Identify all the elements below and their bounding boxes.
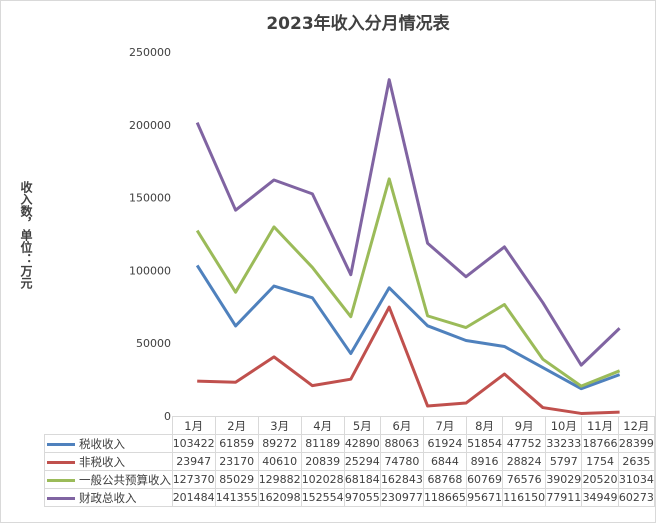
data-label: 77911 — [545, 488, 583, 507]
data-label: 61859 — [214, 434, 259, 453]
data-label: 34949 — [581, 488, 619, 507]
data-label: 28824 — [502, 452, 547, 471]
table-row: 一般公共预算收入 127370 85029 129882 102028 68184 1628… — [44, 470, 655, 489]
data-label: 39029 — [545, 470, 583, 489]
data-label: 89272 — [257, 434, 302, 453]
table-row: 税收收入 103422 61859 89272 81189 42890 88063 61924… — [44, 434, 655, 453]
data-label: 23947 — [171, 452, 216, 471]
data-label: 230977 — [379, 488, 424, 507]
x-tick-label: 1月 — [171, 416, 216, 435]
data-label: 74780 — [379, 452, 424, 471]
legend-label: 财政总收入 — [79, 490, 137, 505]
data-label: 60769 — [465, 470, 504, 489]
legend-label: 一般公共预算收入 — [79, 472, 171, 487]
data-label: 118665 — [422, 488, 467, 507]
data-label: 5797 — [545, 452, 583, 471]
data-label: 2635 — [617, 452, 655, 471]
data-label: 162843 — [379, 470, 424, 489]
legend-key-icon — [47, 442, 75, 446]
data-label: 40610 — [257, 452, 302, 471]
series-line-1 — [195, 264, 621, 391]
data-label: 88063 — [379, 434, 424, 453]
legend-label: 非税收入 — [79, 454, 125, 469]
data-label: 129882 — [257, 470, 302, 489]
legend-entry: 财政总收入 — [44, 488, 173, 507]
data-label: 47752 — [502, 434, 547, 453]
x-tick-label: 4月 — [300, 416, 345, 435]
data-label: 141355 — [214, 488, 259, 507]
data-label: 68768 — [422, 470, 467, 489]
x-tick-label: 9月 — [502, 416, 547, 435]
data-label: 8916 — [465, 452, 504, 471]
y-tick-label: 150000 — [129, 192, 171, 205]
legend-key-icon — [47, 460, 75, 464]
data-label: 18766 — [581, 434, 619, 453]
series-line-2 — [197, 305, 620, 415]
x-tick-label: 12月 — [617, 416, 655, 435]
data-label: 20839 — [300, 452, 345, 471]
data-label: 76576 — [502, 470, 547, 489]
legend-entry: 税收收入 — [44, 434, 173, 453]
data-table: 1月 2月 3月 4月 5月 6月 7月 8月 9月 10月 11月 12月税收收入 103422 618… — [44, 416, 655, 507]
data-label: 116150 — [502, 488, 547, 507]
data-label: 42890 — [343, 434, 381, 453]
x-tick-label: 3月 — [257, 416, 302, 435]
legend-key-icon — [47, 478, 75, 482]
y-tick-label: 100000 — [129, 264, 171, 277]
x-tick-label: 2月 — [214, 416, 259, 435]
table-row: 非税收入 23947 23170 40610 20839 25294 74780 6844 89… — [44, 452, 655, 471]
data-label: 6844 — [422, 452, 467, 471]
data-label: 28399 — [617, 434, 655, 453]
x-tick-label: 6月 — [379, 416, 424, 435]
data-label: 95671 — [465, 488, 504, 507]
data-label: 1754 — [581, 452, 619, 471]
data-label: 201484 — [171, 488, 216, 507]
data-label: 85029 — [214, 470, 259, 489]
legend-entry: 一般公共预算收入 — [44, 470, 173, 489]
table-row: 财政总收入 201484 141355 162098 152554 97055 230977… — [44, 488, 655, 507]
x-tick-label: 10月 — [545, 416, 583, 435]
data-label: 31034 — [617, 470, 655, 489]
data-label: 61924 — [422, 434, 467, 453]
legend-key-icon — [47, 496, 75, 500]
data-label: 103422 — [171, 434, 216, 453]
y-tick-label: 250000 — [129, 46, 171, 59]
data-label: 81189 — [300, 434, 345, 453]
data-label: 51854 — [465, 434, 504, 453]
legend-entry: 非税收入 — [44, 452, 173, 471]
data-label: 102028 — [300, 470, 345, 489]
data-label: 127370 — [171, 470, 216, 489]
data-label: 152554 — [300, 488, 345, 507]
y-tick-label: 50000 — [136, 337, 171, 350]
data-label: 23170 — [214, 452, 259, 471]
data-label: 97055 — [343, 488, 381, 507]
x-tick-label: 7月 — [422, 416, 467, 435]
y-tick-label: 200000 — [129, 119, 171, 132]
data-label: 162098 — [257, 488, 302, 507]
y-tick-label: 0 — [164, 410, 171, 423]
series-line-4 — [195, 78, 621, 367]
x-tick-label: 11月 — [581, 416, 619, 435]
data-label: 60273 — [617, 488, 655, 507]
x-tick-label: 8月 — [465, 416, 504, 435]
legend-label: 税收收入 — [79, 436, 125, 451]
x-tick-label: 5月 — [343, 416, 381, 435]
data-label: 33233 — [545, 434, 583, 453]
data-label: 68184 — [343, 470, 381, 489]
data-label: 25294 — [343, 452, 381, 471]
data-label: 20520 — [581, 470, 619, 489]
chart-title: 2023年收入分月情况表 — [266, 14, 450, 34]
series-line-3 — [195, 177, 621, 388]
y-axis-label: 收入数，单位：万元 — [19, 181, 33, 289]
